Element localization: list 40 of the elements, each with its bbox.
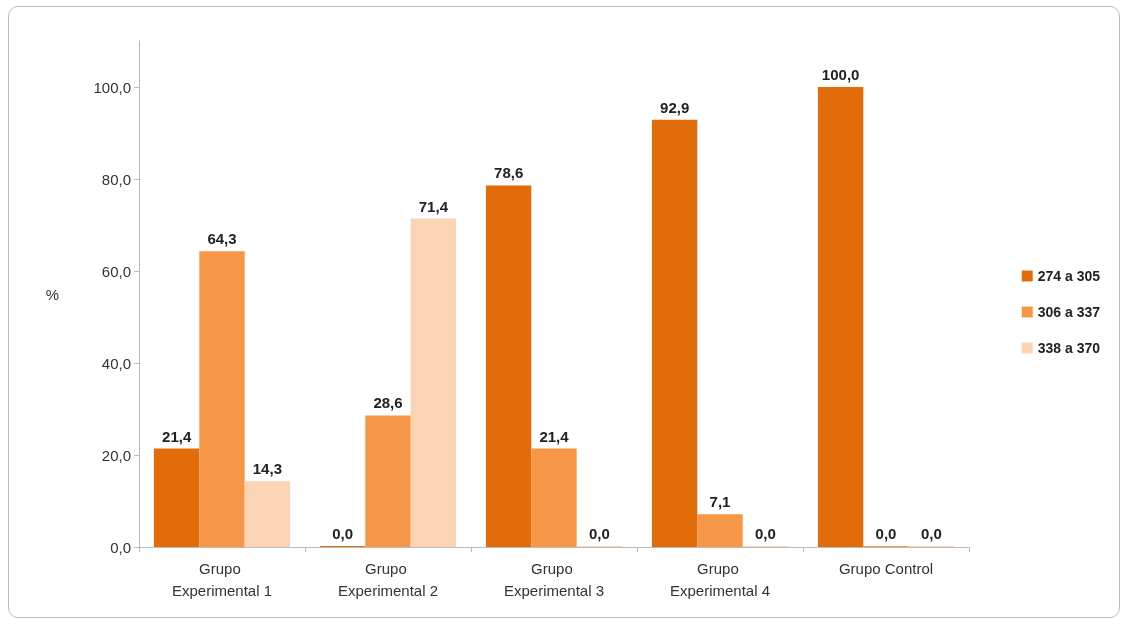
data-label: 71,4: [418, 197, 449, 215]
data-label: 0,0: [588, 525, 610, 542]
y-tick-label: 40,0: [101, 354, 131, 372]
bar: [410, 218, 457, 547]
data-label: 28,6: [373, 394, 403, 412]
y-tick-label: 0,0: [110, 538, 131, 556]
x-tick-label: Grupo Experimental 1: [171, 559, 273, 599]
bar: [244, 481, 291, 547]
x-tick-label: Grupo Experimental 4: [669, 559, 771, 599]
bar: [485, 185, 532, 547]
bar: [199, 251, 245, 547]
x-tick-label: Grupo Control: [838, 559, 934, 577]
y-tick-label: 20,0: [101, 446, 131, 464]
data-label: 7,1: [709, 493, 731, 511]
bar: [153, 448, 200, 547]
bar: [531, 448, 577, 547]
y-tick-label: 80,0: [101, 170, 131, 188]
data-label: 92,9: [660, 98, 690, 116]
legend-label: 274 a 305: [1037, 268, 1101, 284]
data-label: 21,4: [539, 427, 570, 445]
data-label: 100,0: [821, 66, 860, 83]
bar: [817, 87, 864, 547]
x-tick-label: Grupo Experimental 2: [337, 559, 439, 599]
data-label: 0,0: [920, 525, 942, 542]
y-tick-label: 100,0: [93, 78, 131, 96]
data-label: 0,0: [875, 525, 897, 542]
data-label: 78,6: [494, 164, 524, 182]
bar: [365, 415, 411, 547]
data-label: 21,4: [162, 427, 192, 445]
y-axis-title: %: [45, 285, 59, 303]
legend-label: 306 a 337: [1037, 304, 1101, 320]
bar: [697, 514, 743, 547]
data-label: 64,3: [207, 230, 237, 248]
data-label: 0,0: [332, 525, 354, 542]
legend-label: 338 a 370: [1037, 340, 1101, 356]
bar: [651, 119, 698, 547]
data-label: 0,0: [754, 525, 776, 542]
data-label: 14,3: [252, 460, 282, 478]
y-tick-label: 60,0: [101, 262, 131, 280]
x-tick-label: Grupo Experimental 3: [503, 559, 605, 599]
